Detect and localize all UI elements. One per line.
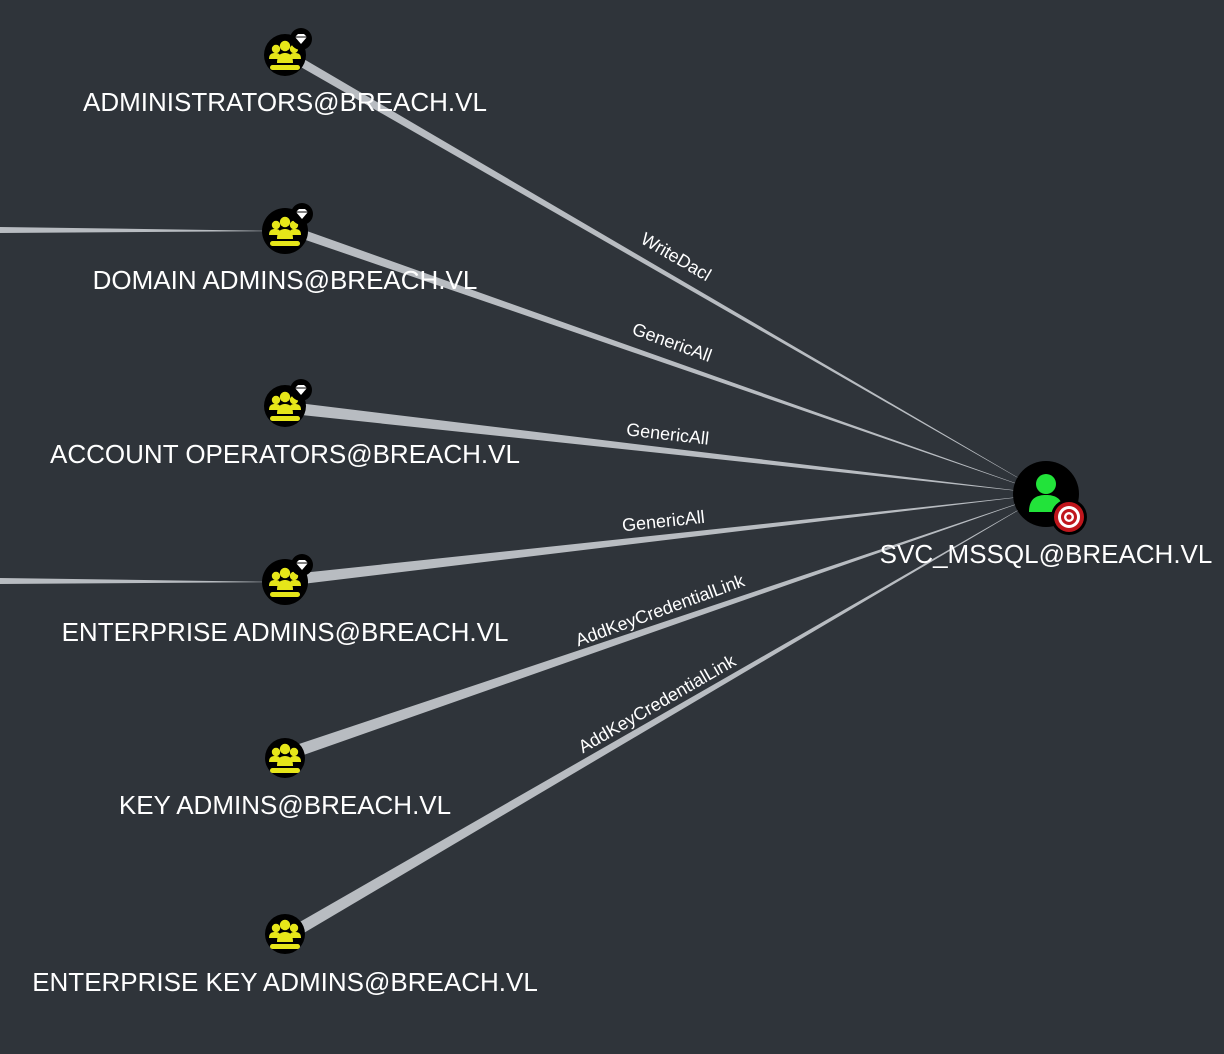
edge-administrators[interactable] xyxy=(292,58,1046,494)
tier-zero-gem-icon xyxy=(289,27,313,51)
node-label-domain-admins[interactable]: DOMAIN ADMINS@BREACH.VL xyxy=(93,265,478,295)
node-label-enterprise-admins[interactable]: ENTERPRISE ADMINS@BREACH.VL xyxy=(62,617,509,647)
node-domain-admins[interactable] xyxy=(262,202,314,254)
edge-label-genericall-domain-admins[interactable]: GenericAll xyxy=(630,319,715,366)
tier-zero-gem-icon xyxy=(290,202,314,226)
offscreen-edge-domain-admins[interactable] xyxy=(0,227,284,233)
edge-enterprise-admins[interactable] xyxy=(292,494,1046,585)
edge-label-writedacl[interactable]: WriteDacl xyxy=(637,229,714,285)
node-key-admins[interactable] xyxy=(265,738,305,778)
offscreen-edges xyxy=(0,227,284,584)
edge-label-genericall-account-operators[interactable]: GenericAll xyxy=(625,419,710,448)
edges xyxy=(290,58,1046,937)
node-account-operators[interactable] xyxy=(264,378,313,427)
node-svc-mssql[interactable] xyxy=(1013,461,1087,535)
node-label-administrators[interactable]: ADMINISTRATORS@BREACH.VL xyxy=(83,87,487,117)
node-label-account-operators[interactable]: ACCOUNT OPERATORS@BREACH.VL xyxy=(50,439,520,469)
user-icon xyxy=(1029,474,1063,512)
edge-label-genericall-enterprise-admins[interactable]: GenericAll xyxy=(621,507,706,536)
tier-zero-gem-icon xyxy=(289,378,313,402)
node-enterprise-key-admins[interactable] xyxy=(265,914,305,954)
target-icon xyxy=(1051,499,1087,535)
node-label-svc-mssql[interactable]: SVC_MSSQL@BREACH.VL xyxy=(880,539,1213,569)
edge-domain-admins[interactable] xyxy=(294,230,1046,494)
offscreen-edge-enterprise-admins[interactable] xyxy=(0,578,284,584)
edge-account-operators[interactable] xyxy=(290,402,1046,494)
edge-enterprise-key-admins[interactable] xyxy=(291,494,1046,937)
node-enterprise-admins[interactable] xyxy=(262,553,314,605)
node-label-enterprise-key-admins[interactable]: ENTERPRISE KEY ADMINS@BREACH.VL xyxy=(32,967,538,997)
edge-key-admins[interactable] xyxy=(290,494,1046,758)
node-administrators[interactable] xyxy=(264,27,313,76)
node-label-key-admins[interactable]: KEY ADMINS@BREACH.VL xyxy=(119,790,451,820)
tier-zero-gem-icon xyxy=(290,553,314,577)
edge-label-addkeycredentiallink-enterprise-key-admins[interactable]: AddKeyCredentialLink xyxy=(575,650,740,757)
edge-label-addkeycredentiallink-key-admins[interactable]: AddKeyCredentialLink xyxy=(573,570,748,650)
